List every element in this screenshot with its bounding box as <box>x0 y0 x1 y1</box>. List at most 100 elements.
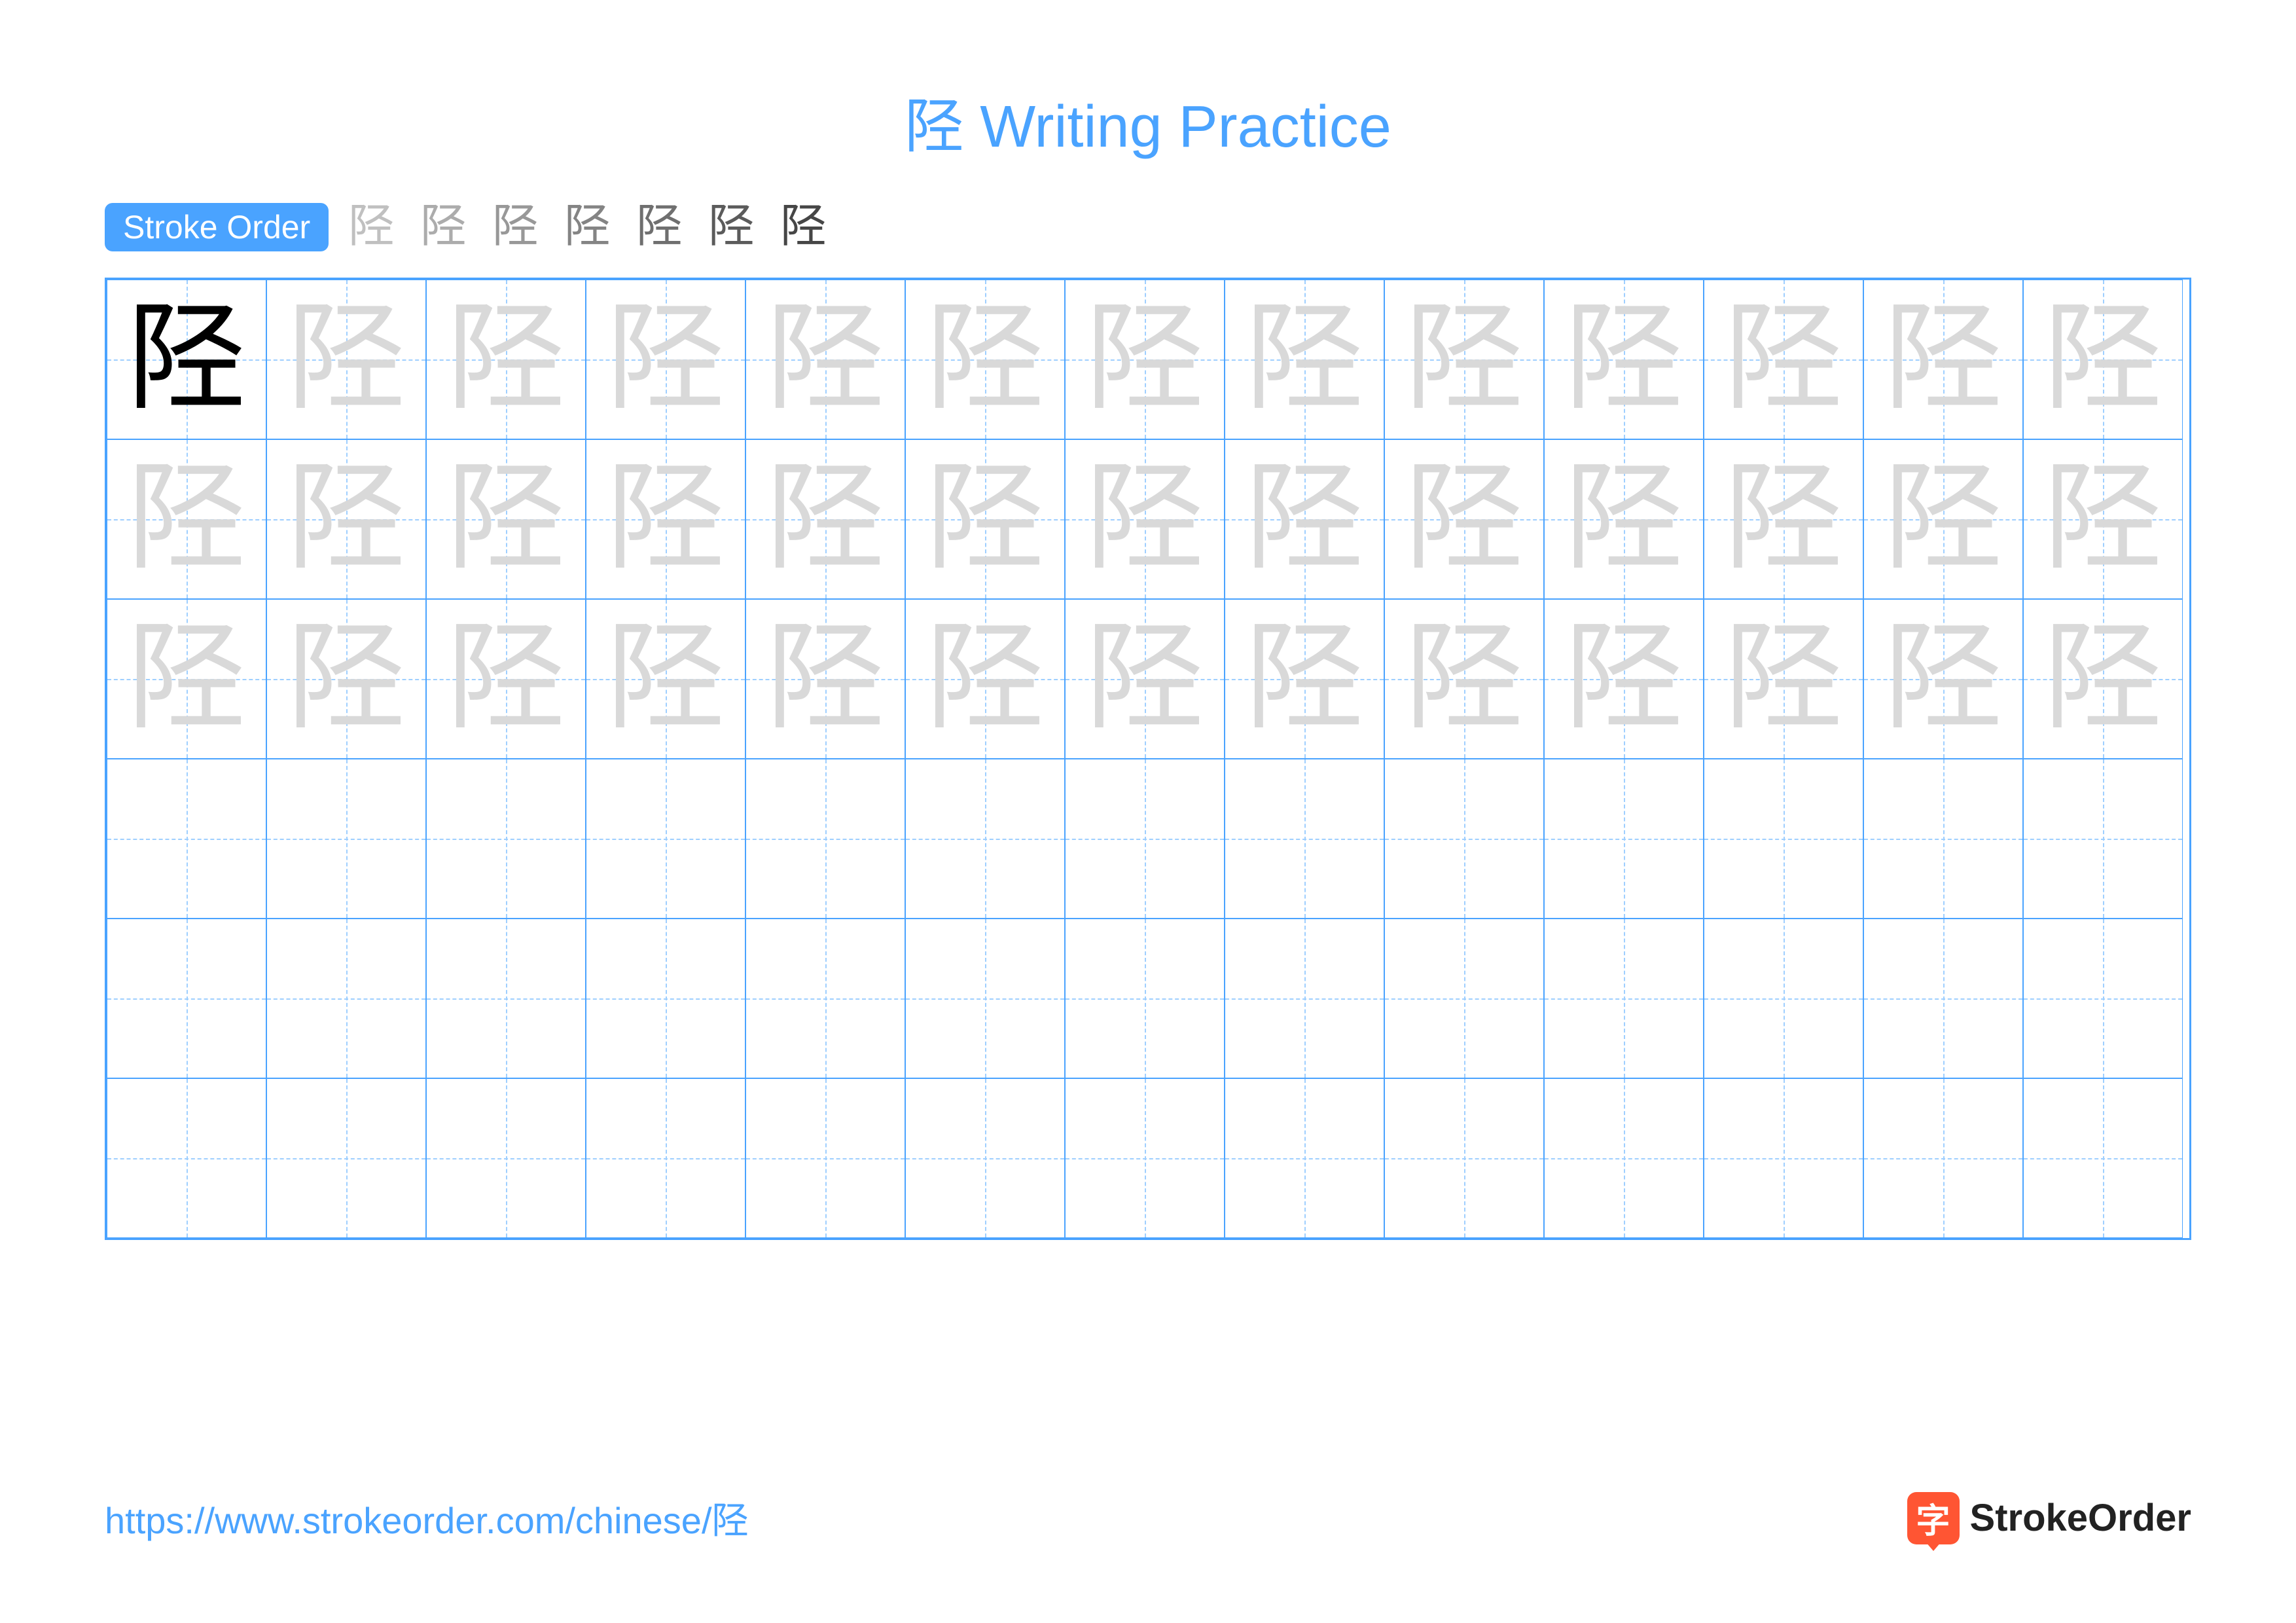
grid-cell <box>1704 1078 1863 1238</box>
grid-cell: 陉 <box>1544 280 1704 439</box>
grid-cell <box>2023 759 2183 919</box>
grid-cell: 陉 <box>1544 599 1704 759</box>
grid-cell: 陉 <box>1863 439 2023 599</box>
grid-cell: 陉 <box>745 280 905 439</box>
practice-char: 陉 <box>1246 620 1363 738</box>
practice-char: 陉 <box>1246 460 1363 578</box>
grid-cell <box>2023 919 2183 1078</box>
stroke-step: 陉 <box>708 204 754 250</box>
grid-cell <box>1544 1078 1704 1238</box>
practice-char: 陉 <box>447 301 565 418</box>
grid-cell <box>266 919 426 1078</box>
grid-cell: 陉 <box>586 280 745 439</box>
logo-icon: 字 <box>1907 1492 1960 1544</box>
grid-cell <box>1544 919 1704 1078</box>
grid-cell <box>905 919 1065 1078</box>
grid-cell <box>586 1078 745 1238</box>
grid-cell: 陉 <box>2023 280 2183 439</box>
grid-cell: 陉 <box>2023 439 2183 599</box>
grid-row: 陉陉陉陉陉陉陉陉陉陉陉陉陉 <box>107 439 2189 599</box>
grid-cell <box>107 919 266 1078</box>
grid-cell <box>905 759 1065 919</box>
practice-char: 陉 <box>926 301 1044 418</box>
grid-cell: 陉 <box>1704 599 1863 759</box>
grid-cell: 陉 <box>905 280 1065 439</box>
grid-cell: 陉 <box>586 439 745 599</box>
practice-char: 陉 <box>926 620 1044 738</box>
practice-char: 陉 <box>1405 620 1523 738</box>
practice-grid: 陉陉陉陉陉陉陉陉陉陉陉陉陉陉陉陉陉陉陉陉陉陉陉陉陉陉陉陉陉陉陉陉陉陉陉陉陉陉陉 <box>105 278 2191 1240</box>
grid-cell <box>1225 1078 1384 1238</box>
grid-cell <box>745 919 905 1078</box>
grid-row: 陉陉陉陉陉陉陉陉陉陉陉陉陉 <box>107 599 2189 759</box>
grid-cell <box>426 919 586 1078</box>
practice-char: 陉 <box>1565 301 1683 418</box>
grid-cell <box>586 919 745 1078</box>
grid-cell <box>905 1078 1065 1238</box>
practice-char: 陉 <box>766 620 884 738</box>
practice-char: 陉 <box>1405 301 1523 418</box>
practice-char: 陉 <box>1884 620 2002 738</box>
grid-cell: 陉 <box>1384 280 1544 439</box>
practice-char: 陉 <box>926 460 1044 578</box>
grid-cell <box>107 1078 266 1238</box>
practice-char: 陉 <box>1565 620 1683 738</box>
grid-cell <box>1384 919 1544 1078</box>
grid-cell <box>1863 1078 2023 1238</box>
grid-cell: 陉 <box>266 280 426 439</box>
practice-char: 陉 <box>128 460 245 578</box>
grid-cell <box>745 1078 905 1238</box>
grid-cell: 陉 <box>745 599 905 759</box>
grid-cell: 陉 <box>426 439 586 599</box>
grid-row <box>107 1078 2189 1238</box>
practice-char: 陉 <box>1884 460 2002 578</box>
practice-char: 陉 <box>766 301 884 418</box>
grid-cell: 陉 <box>2023 599 2183 759</box>
grid-cell <box>1704 759 1863 919</box>
grid-cell: 陉 <box>1225 439 1384 599</box>
grid-cell: 陉 <box>1704 439 1863 599</box>
practice-char: 陉 <box>128 301 245 418</box>
practice-char: 陉 <box>287 620 405 738</box>
practice-char: 陉 <box>766 460 884 578</box>
practice-char: 陉 <box>128 620 245 738</box>
grid-cell <box>1384 1078 1544 1238</box>
grid-cell <box>745 759 905 919</box>
page-title: 陉 Writing Practice <box>105 79 2191 164</box>
grid-row <box>107 919 2189 1078</box>
stroke-step: 陉 <box>492 204 538 250</box>
practice-char: 陉 <box>2044 620 2162 738</box>
grid-cell <box>2023 1078 2183 1238</box>
grid-cell: 陉 <box>1384 599 1544 759</box>
grid-cell: 陉 <box>266 439 426 599</box>
practice-char: 陉 <box>1725 460 1842 578</box>
grid-row <box>107 759 2189 919</box>
grid-cell <box>1863 759 2023 919</box>
grid-cell: 陉 <box>266 599 426 759</box>
grid-cell <box>266 1078 426 1238</box>
practice-char: 陉 <box>287 301 405 418</box>
grid-cell: 陉 <box>426 599 586 759</box>
grid-cell: 陉 <box>1384 439 1544 599</box>
stroke-step: 陉 <box>636 204 682 250</box>
grid-cell <box>266 759 426 919</box>
grid-cell: 陉 <box>1065 599 1225 759</box>
grid-cell <box>1225 919 1384 1078</box>
grid-row: 陉陉陉陉陉陉陉陉陉陉陉陉陉 <box>107 280 2189 439</box>
stroke-step: 陉 <box>420 204 466 250</box>
grid-cell <box>1065 1078 1225 1238</box>
grid-cell: 陉 <box>905 439 1065 599</box>
grid-cell <box>107 759 266 919</box>
source-url: https://www.strokeorder.com/chinese/陉 <box>105 1491 749 1544</box>
grid-cell <box>1065 759 1225 919</box>
practice-char: 陉 <box>1405 460 1523 578</box>
logo: 字 StrokeOrder <box>1907 1492 2191 1544</box>
practice-char: 陉 <box>1565 460 1683 578</box>
grid-cell <box>426 759 586 919</box>
practice-char: 陉 <box>1246 301 1363 418</box>
grid-cell <box>1225 759 1384 919</box>
grid-cell: 陉 <box>745 439 905 599</box>
stroke-step: 陉 <box>780 204 826 250</box>
grid-cell: 陉 <box>1544 439 1704 599</box>
practice-char: 陉 <box>1086 301 1204 418</box>
